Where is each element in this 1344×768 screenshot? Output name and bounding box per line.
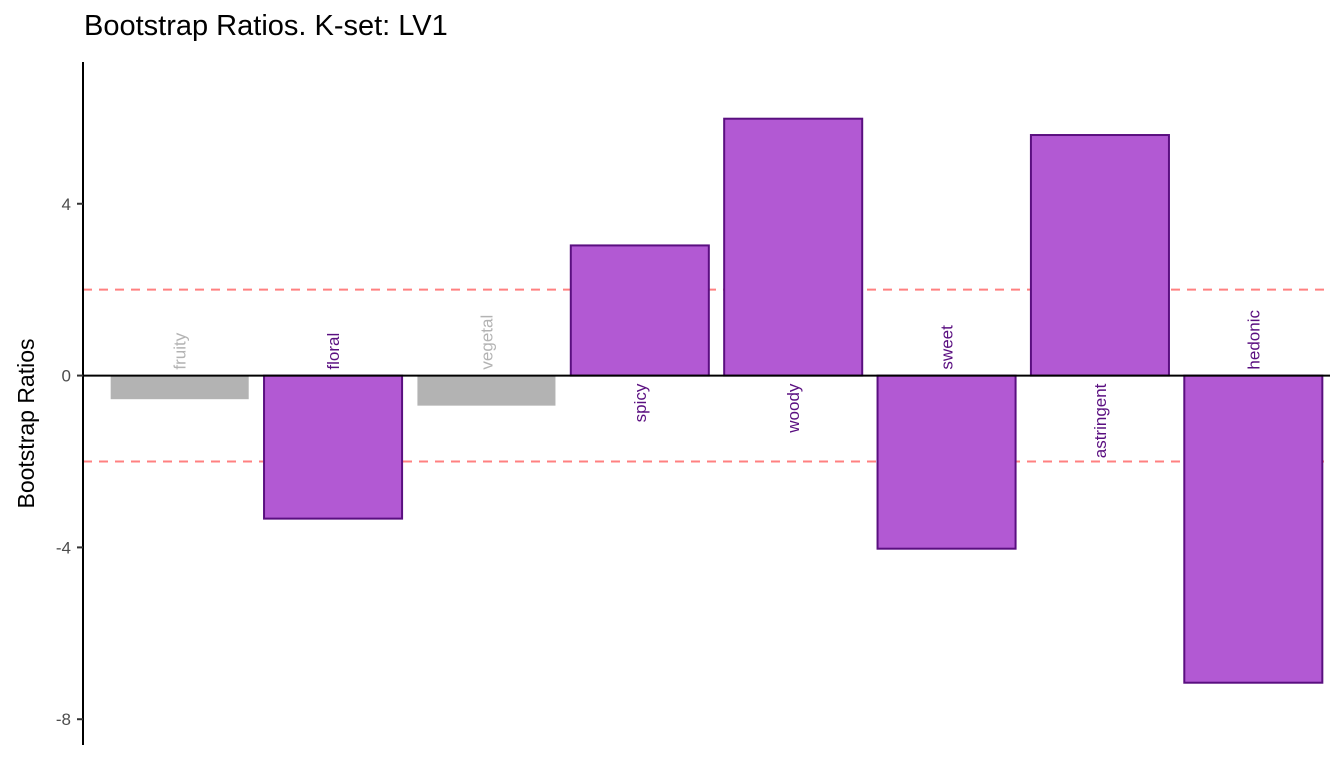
bar-fruity	[110, 375, 249, 400]
bar-sweet	[876, 374, 1017, 550]
y-tick-label: 0	[62, 367, 71, 386]
bars-group	[110, 117, 1324, 684]
bar-label-fruity: fruity	[171, 332, 190, 369]
bar-labels: fruity floral vegetal spicy woody sweet astrin…	[171, 310, 1264, 459]
bar-label-astringent: astringent	[1091, 383, 1110, 458]
bar-spicy	[569, 244, 710, 377]
bar-vegetal	[417, 375, 556, 406]
y-tick-label: 4	[62, 195, 71, 214]
chart-title: Bootstrap Ratios. K-set: LV1	[84, 10, 448, 42]
bar-hedonic	[1183, 374, 1324, 684]
bar-floral	[263, 374, 404, 520]
axes-group	[82, 62, 1330, 745]
bar-label-sweet: sweet	[938, 325, 957, 370]
y-tick-label: -8	[56, 710, 71, 729]
bar-label-floral: floral	[324, 333, 343, 370]
bar-label-spicy: spicy	[631, 383, 650, 422]
y-axis-ticks: -8 -4 0 4	[56, 195, 83, 729]
bar-label-hedonic: hedonic	[1244, 310, 1263, 370]
bar-woody	[723, 117, 864, 377]
y-tick-label: -4	[56, 538, 71, 557]
y-axis-title: Bootstrap Ratios	[13, 338, 39, 508]
bar-astringent	[1029, 134, 1170, 377]
bar-label-vegetal: vegetal	[477, 315, 496, 370]
bar-label-woody: woody	[784, 383, 803, 434]
